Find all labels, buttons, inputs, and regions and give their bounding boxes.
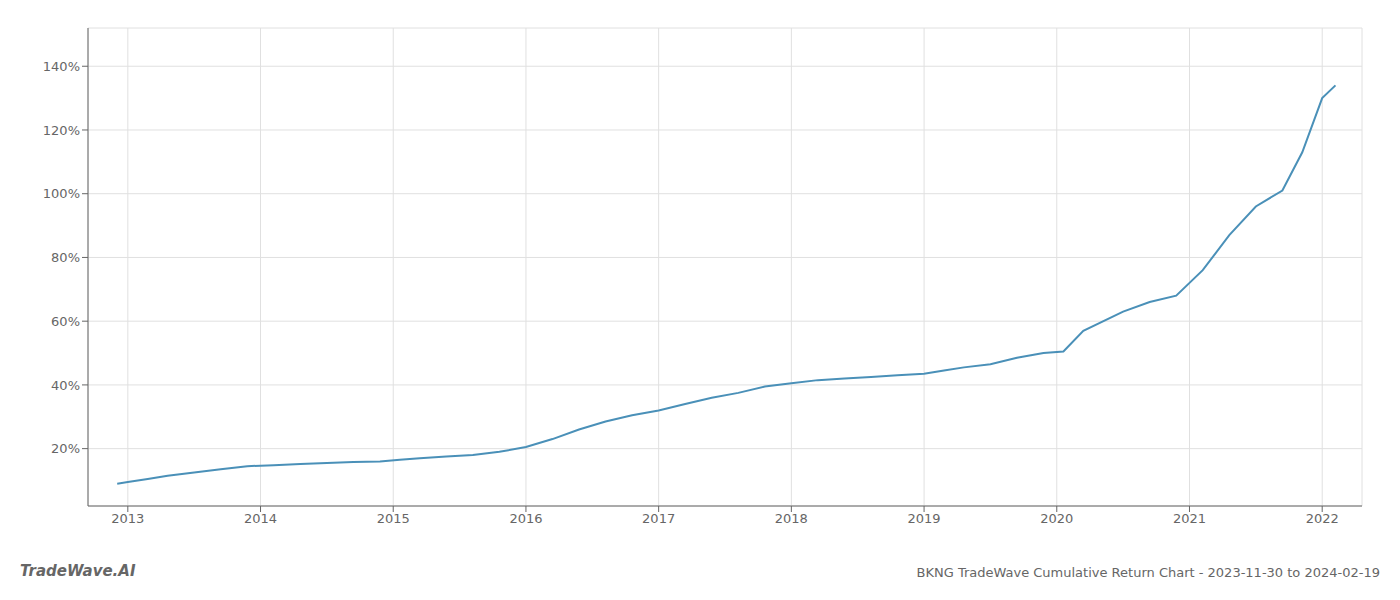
svg-text:2015: 2015: [377, 511, 410, 526]
svg-text:2022: 2022: [1306, 511, 1339, 526]
svg-text:120%: 120%: [43, 123, 80, 138]
svg-text:2021: 2021: [1173, 511, 1206, 526]
svg-text:2014: 2014: [244, 511, 277, 526]
svg-text:20%: 20%: [51, 441, 80, 456]
svg-text:60%: 60%: [51, 314, 80, 329]
svg-text:2017: 2017: [642, 511, 675, 526]
svg-text:80%: 80%: [51, 250, 80, 265]
svg-text:40%: 40%: [51, 378, 80, 393]
svg-text:2018: 2018: [775, 511, 808, 526]
html-text:TradeWave.AI: TradeWave.AI: [20, 562, 136, 580]
svg-text:2020: 2020: [1040, 511, 1073, 526]
html-text:BKNG TradeWave Cumulative Retu: BKNG TradeWave Cumulative Return Chart -…: [916, 565, 1380, 580]
svg-text:100%: 100%: [43, 186, 80, 201]
svg-text:2019: 2019: [908, 511, 941, 526]
svg-text:2016: 2016: [509, 511, 542, 526]
svg-text:140%: 140%: [43, 59, 80, 74]
svg-text:2013: 2013: [111, 511, 144, 526]
